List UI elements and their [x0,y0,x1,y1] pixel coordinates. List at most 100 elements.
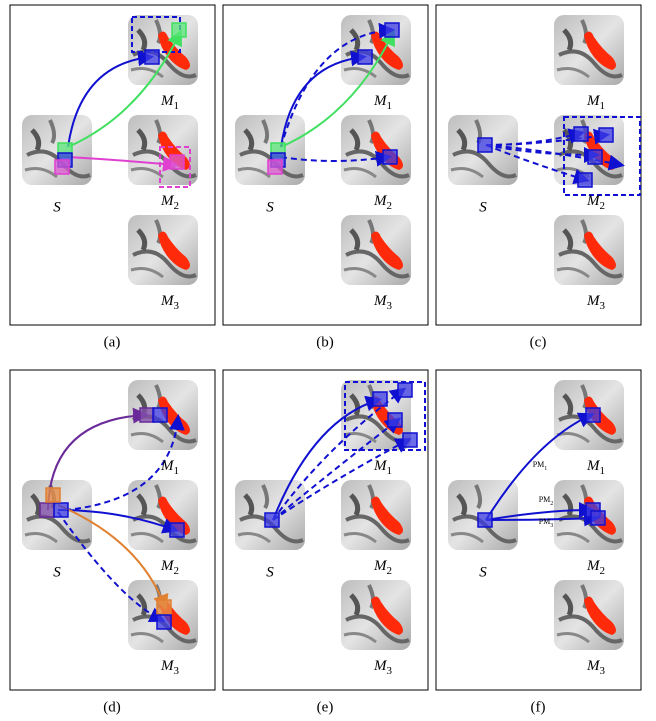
patch [477,137,493,153]
thumbnail [341,480,411,550]
patch [372,391,388,407]
patch [45,487,61,503]
label-m3: M3 [373,293,393,311]
match-arrow [67,29,182,148]
thumbnail [554,15,624,85]
match-arrow [280,29,395,148]
label-m1-base: M [586,93,601,109]
match-arrow [485,144,600,163]
patch [169,154,185,170]
match-arrow [272,417,402,521]
patch [264,512,280,528]
patch [39,502,55,518]
match-arrow [280,150,392,167]
thumbnail [128,15,198,85]
patch [169,522,185,538]
label-m3-base: M [160,658,175,674]
label-pm-base: PM [539,517,551,526]
match-arrow [57,511,166,623]
thumbnail [554,215,624,285]
label-s: S [479,564,487,580]
caption: (f) [531,699,546,715]
thumbnail [341,15,411,85]
match-arrow [485,412,595,521]
label-m3-base: M [373,293,388,309]
label-m2: M2 [160,558,179,576]
label-m1: M1 [373,458,392,476]
caption: (e) [317,699,334,715]
label-m1: M1 [586,93,605,111]
caption: (c) [530,334,547,350]
label-m3: M3 [160,293,180,311]
label-m1: M1 [373,93,392,111]
label-pm-sub: 1 [544,466,547,472]
patch [587,149,603,165]
thumbnail [128,215,198,285]
patch [402,432,418,448]
label-m2-sub: 2 [174,200,180,212]
label-m2-base: M [373,193,388,209]
label-m3-base: M [373,658,388,674]
thumbnail [128,115,198,185]
patch [53,502,69,518]
match-arrow [280,22,395,148]
match-arrow [485,144,590,185]
caption: (a) [104,334,121,350]
label-m2-sub: 2 [387,200,393,212]
label-m1-base: M [160,93,175,109]
match-arrow [67,50,154,148]
label-m2-sub: 2 [600,200,606,212]
label-m2: M2 [373,193,392,211]
label-m2-base: M [373,558,388,574]
label-m3-sub: 3 [174,665,180,677]
match-arrow [485,502,595,521]
patch [577,172,593,188]
patch [585,407,601,423]
label-pm-base: PM [539,495,551,504]
patch [152,407,168,423]
label-m3: M3 [160,658,180,676]
label-m1-sub: 1 [600,465,606,477]
label-m3-sub: 3 [600,300,606,312]
patch [397,382,413,398]
label-m2: M2 [586,558,605,576]
match-arrow [280,50,367,148]
patch [156,614,172,630]
label-m3-sub: 3 [174,300,180,312]
label-m1-base: M [160,458,175,474]
label-pm-sub: 2 [550,501,553,507]
label-m3: M3 [586,293,606,311]
match-arrow [67,155,179,172]
patch [171,22,187,38]
caption: (b) [316,334,334,350]
label-m2: M2 [160,193,179,211]
label-pm: PM1 [533,460,548,473]
label-m1-base: M [373,458,388,474]
patch [54,159,70,175]
label-m3-sub: 3 [387,300,393,312]
patch [573,126,589,142]
patch [267,159,283,175]
label-m1-sub: 1 [174,465,180,477]
patch [382,149,398,165]
label-s: S [53,564,61,580]
search-window [159,146,191,188]
label-m1-sub: 1 [174,100,180,112]
match-arrow [272,395,382,521]
label-m1: M1 [586,458,605,476]
match-arrow [485,510,600,527]
label-m1-sub: 1 [387,100,393,112]
label-m3-base: M [586,293,601,309]
label-pm: PM2 [539,495,554,508]
label-m1-base: M [373,93,388,109]
search-window [344,381,426,451]
label-s: S [479,199,487,215]
label-m2: M2 [586,193,605,211]
patch [384,22,400,38]
label-m2-sub: 2 [174,565,180,577]
